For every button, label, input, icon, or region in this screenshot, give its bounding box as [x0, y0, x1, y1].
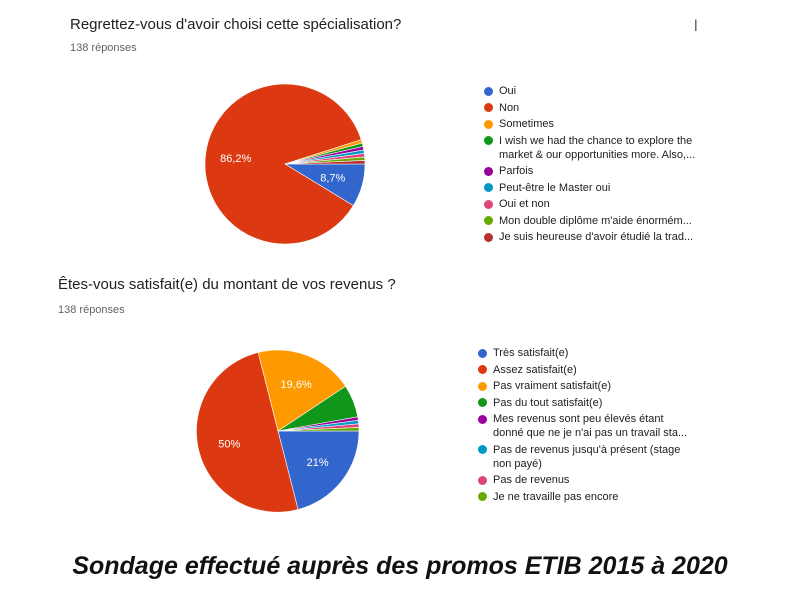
- chart1-legend-swatch-2: [484, 119, 493, 129]
- chart1-legend-label-6: Oui et non: [499, 198, 550, 210]
- chart2-legend-swatch-1: [478, 365, 487, 374]
- chart1-slice-label-1: 86,2%: [220, 153, 251, 165]
- chart2-legend-swatch-0: [478, 348, 487, 358]
- chart2-legend-item-4: Mes revenus sont peu élevés étant donné …: [478, 412, 718, 440]
- stray-glyph: l: [694, 18, 698, 35]
- chart1-title: Regrettez-vous d'avoir choisi cette spéc…: [70, 16, 402, 33]
- chart2-legend-item-2: Pas vraiment satisfait(e): [478, 379, 718, 393]
- chart1-legend-item-3: I wish we had the chance to explore the …: [484, 134, 724, 162]
- chart1-legend-label-1: Non: [499, 101, 520, 114]
- chart1-legend-item-4: Parfois: [484, 164, 724, 178]
- chart1-legend-swatch-4: [484, 166, 493, 176]
- chart2-slice-7: [277, 427, 360, 432]
- chart1-legend-label-7: Mon double diplôme m'aide énormém...: [499, 214, 692, 227]
- chart2-legend-label-1: Assez satisfait(e): [493, 363, 577, 376]
- chart1-legend-swatch-7: [484, 216, 493, 225]
- chart2-legend-item-0: Très satisfait(e): [478, 346, 718, 360]
- chart2-response-count: 138 réponses: [58, 304, 125, 316]
- chart1-legend-item-1: Non: [484, 101, 724, 115]
- chart2-legend-label-5: Pas de revenus jusqu'à présent (stage no…: [493, 443, 681, 470]
- chart1-legend-item-8: Je suis heureuse d'avoir étudié la trad.…: [484, 230, 724, 244]
- caption: Sondage effectué auprès des promos ETIB …: [72, 552, 728, 580]
- chart1-legend-swatch-6: [484, 199, 493, 209]
- chart2-legend-swatch-4: [478, 414, 487, 424]
- chart1-slice-8: [284, 160, 366, 165]
- chart1-legend-label-5: Peut-être le Master oui: [499, 181, 611, 194]
- chart1-legend-item-5: Peut-être le Master oui: [484, 181, 724, 195]
- chart1-legend-item-2: Sometimes: [484, 117, 724, 131]
- chart1-legend: Oui Non Sometimes I wish we had the chance …: [484, 84, 724, 247]
- chart1-legend-label-8: Je suis heureuse d'avoir étudié la trad.…: [499, 231, 694, 243]
- chart2-slice-label-2: 19,6%: [281, 379, 312, 391]
- chart2-legend-swatch-2: [478, 381, 487, 391]
- chart1-legend-swatch-3: [484, 136, 493, 145]
- chart1-pie: 8,7% 86,2%: [204, 83, 366, 245]
- chart1-legend-item-0: Oui: [484, 84, 724, 98]
- chart2-legend-swatch-6: [478, 475, 487, 485]
- chart2-slice-0: [277, 430, 360, 510]
- chart2-pie: 21% 50% 19,6%: [196, 349, 360, 513]
- chart2-legend-label-6: Pas de revenus: [493, 474, 570, 486]
- chart1-legend-swatch-5: [484, 183, 493, 192]
- chart2-legend-item-1: Assez satisfait(e): [478, 363, 718, 377]
- chart2-slice-label-0: 21%: [307, 457, 329, 469]
- chart2-legend: Très satisfait(e) Assez satisfait(e) Pas v…: [478, 346, 718, 506]
- chart1-legend-swatch-1: [484, 103, 493, 112]
- chart2-legend-swatch-7: [478, 492, 487, 501]
- chart1-legend-item-7: Mon double diplôme m'aide énormém...: [484, 214, 724, 228]
- chart1-legend-label-0: Oui: [499, 85, 517, 97]
- chart2-legend-item-5: Pas de revenus jusqu'à présent (stage no…: [478, 443, 718, 471]
- chart1-legend-label-4: Parfois: [499, 165, 534, 177]
- chart1-response-count: 138 réponses: [70, 42, 137, 54]
- chart1-legend-label-3: I wish we had the chance to explore the …: [499, 134, 696, 161]
- chart2-title: Êtes-vous satisfait(e) du montant de vos…: [58, 276, 396, 293]
- chart2-legend-swatch-3: [478, 398, 487, 407]
- chart2-legend-item-3: Pas du tout satisfait(e): [478, 396, 718, 410]
- chart1-legend-swatch-0: [484, 86, 493, 96]
- chart2-legend-label-4: Mes revenus sont peu élevés étant donné …: [493, 413, 688, 439]
- chart2-slice-1: [196, 352, 299, 513]
- chart2-legend-label-0: Très satisfait(e): [493, 347, 569, 359]
- chart2-slice-label-1: 50%: [218, 438, 240, 450]
- chart1-legend-item-6: Oui et non: [484, 197, 724, 211]
- chart2-legend-label-2: Pas vraiment satisfait(e): [493, 380, 611, 392]
- chart2-legend-label-7: Je ne travaille pas encore: [493, 490, 619, 503]
- chart1-slice-label-0: 8,7%: [320, 172, 345, 184]
- chart2-legend-label-3: Pas du tout satisfait(e): [493, 396, 603, 409]
- chart2-legend-swatch-5: [478, 445, 487, 454]
- chart1-slice-1: [204, 83, 362, 245]
- chart1-legend-swatch-8: [484, 232, 493, 242]
- chart2-legend-item-7: Je ne travaille pas encore: [478, 490, 718, 504]
- chart1-legend-label-2: Sometimes: [499, 118, 555, 130]
- chart2-slice-2: [257, 349, 346, 432]
- chart2-legend-item-6: Pas de revenus: [478, 473, 718, 487]
